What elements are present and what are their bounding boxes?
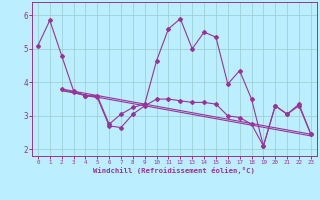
X-axis label: Windchill (Refroidissement éolien,°C): Windchill (Refroidissement éolien,°C): [93, 167, 255, 174]
